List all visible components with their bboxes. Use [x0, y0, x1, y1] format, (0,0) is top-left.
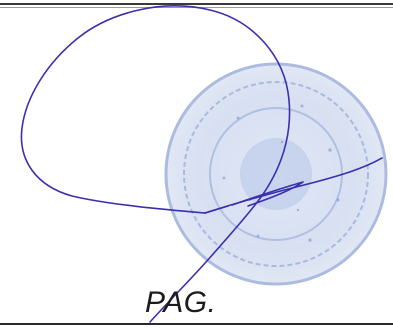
page-label: PAG.: [145, 286, 217, 319]
bottom-rule-line: [0, 323, 393, 325]
top-rule-line: [0, 3, 393, 5]
official-stamp: [164, 62, 388, 286]
